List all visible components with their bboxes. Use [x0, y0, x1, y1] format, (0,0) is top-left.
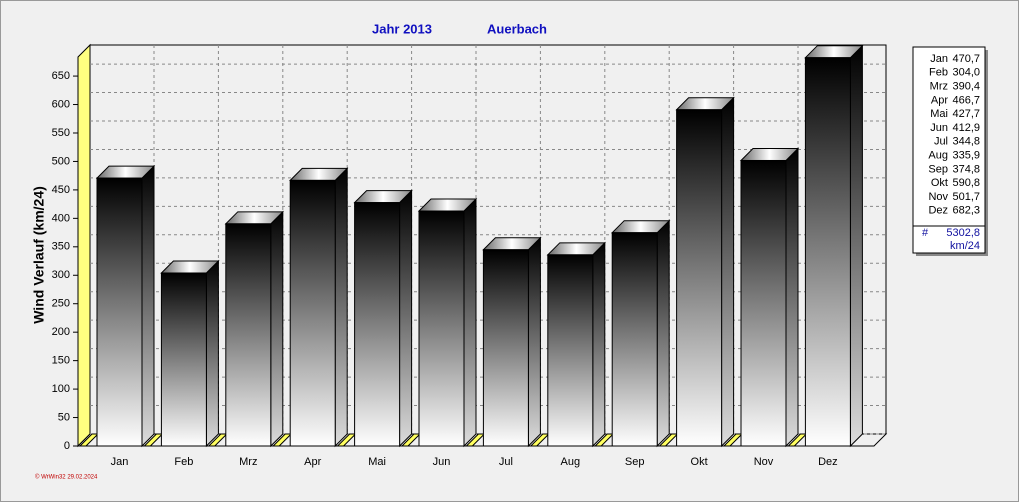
x-tick-label: Dez [818, 456, 838, 468]
legend-label: Jun [930, 122, 948, 134]
x-tick-label: Jan [111, 456, 129, 468]
y-tick-label: 200 [52, 326, 70, 338]
x-tick-label: Sep [625, 456, 645, 468]
x-tick-label: Aug [561, 456, 581, 468]
bar-side [270, 210, 284, 448]
footer: © WrWin32 29.02.2024 [35, 474, 98, 481]
bar-side [399, 189, 413, 448]
bar-side [205, 259, 219, 448]
legend-value: 682,3 [952, 205, 980, 217]
bar [740, 159, 787, 447]
legend-label: Mai [930, 108, 948, 120]
legend-label: Nov [928, 191, 948, 203]
legend-label: Apr [931, 94, 948, 106]
legend [912, 46, 986, 254]
y-tick-label: 250 [52, 298, 70, 310]
legend-label: Dez [928, 205, 948, 217]
bar-side [141, 164, 155, 448]
legend-label: Aug [928, 150, 948, 162]
bar-side [785, 147, 799, 448]
y-tick-label: 350 [52, 241, 70, 253]
y-tick-label: 550 [52, 127, 70, 139]
bar [96, 177, 143, 447]
x-tick-label: Okt [691, 456, 708, 468]
legend-value: 501,7 [952, 191, 980, 203]
bar [354, 202, 401, 447]
legend-value: 466,7 [952, 94, 980, 106]
bar-side [592, 241, 606, 448]
y-tick-label: 650 [52, 70, 70, 82]
bar-side [656, 219, 670, 448]
legend-value: 427,7 [952, 108, 980, 120]
bar [611, 232, 658, 447]
legend-label: Mrz [930, 81, 948, 93]
left-wall [77, 43, 91, 448]
bar [418, 210, 465, 447]
x-tick-label: Mai [368, 456, 386, 468]
bar [289, 179, 336, 447]
y-tick-label: 400 [52, 212, 70, 224]
bar-side [463, 197, 477, 448]
legend-value: 390,4 [952, 81, 980, 93]
total-symbol: # [922, 227, 929, 239]
bar-side [849, 44, 863, 448]
x-tick-label: Mrz [239, 456, 257, 468]
legend-label: Jan [930, 53, 948, 65]
x-tick-label: Feb [174, 456, 193, 468]
legend-value: 470,7 [952, 53, 980, 65]
unit: km/24 [950, 240, 980, 252]
bar [547, 254, 594, 447]
y-tick-label: 450 [52, 184, 70, 196]
legend-value: 590,8 [952, 177, 980, 189]
bar-side [721, 96, 735, 448]
y-tick-label: 100 [52, 383, 70, 395]
x-tick-label: Jul [499, 456, 513, 468]
legend-value: 412,9 [952, 122, 980, 134]
chart-subtitle: Auerbach [487, 21, 547, 36]
bar [225, 223, 272, 447]
bar-side [527, 236, 541, 448]
legend-label: Jul [934, 136, 948, 148]
legend-label: Okt [931, 177, 948, 189]
y-tick-label: 0 [64, 440, 70, 452]
y-axis-label: Wind Verlauf (km/24) [31, 186, 47, 324]
bar-side [334, 167, 348, 448]
legend-value: 344,8 [952, 136, 980, 148]
x-tick-label: Jun [433, 456, 451, 468]
legend-label: Feb [929, 67, 948, 79]
x-tick-label: Nov [754, 456, 774, 468]
y-tick-label: 500 [52, 155, 70, 167]
bar [160, 272, 207, 447]
chart-title: Jahr 2013 [372, 21, 432, 36]
bar [804, 57, 851, 447]
y-tick-label: 300 [52, 269, 70, 281]
legend-value: 374,8 [952, 163, 980, 175]
y-tick-label: 150 [52, 355, 70, 367]
y-tick-label: 50 [58, 411, 70, 423]
legend-label: Sep [928, 163, 948, 175]
legend-value: 335,9 [952, 150, 980, 162]
bar [482, 249, 529, 447]
legend-value: 304,0 [952, 67, 980, 79]
bar [676, 109, 723, 447]
total-value: 5302,8 [946, 227, 980, 239]
x-tick-label: Apr [304, 456, 321, 468]
y-tick-label: 600 [52, 98, 70, 110]
